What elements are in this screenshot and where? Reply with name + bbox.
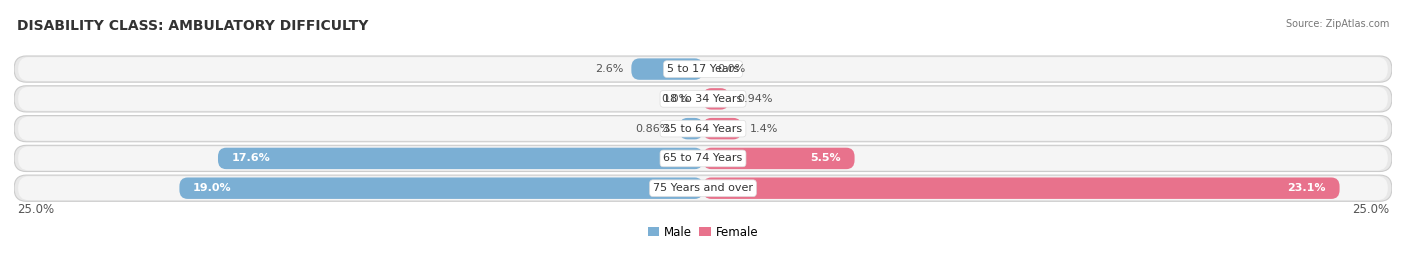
FancyBboxPatch shape [14,56,1392,82]
FancyBboxPatch shape [18,147,1388,170]
FancyBboxPatch shape [14,86,1392,112]
FancyBboxPatch shape [703,177,1340,199]
Text: 18 to 34 Years: 18 to 34 Years [664,94,742,104]
FancyBboxPatch shape [14,145,1392,172]
Text: 0.0%: 0.0% [661,94,689,104]
Text: 25.0%: 25.0% [17,203,53,215]
FancyBboxPatch shape [14,116,1392,142]
Text: 0.86%: 0.86% [636,124,671,134]
Text: 17.6%: 17.6% [232,153,270,163]
FancyBboxPatch shape [18,87,1388,111]
FancyBboxPatch shape [679,118,703,139]
Text: DISABILITY CLASS: AMBULATORY DIFFICULTY: DISABILITY CLASS: AMBULATORY DIFFICULTY [17,19,368,33]
FancyBboxPatch shape [218,148,703,169]
Text: 5.5%: 5.5% [810,153,841,163]
FancyBboxPatch shape [703,148,855,169]
Text: 0.0%: 0.0% [717,64,745,74]
Text: Source: ZipAtlas.com: Source: ZipAtlas.com [1285,19,1389,29]
FancyBboxPatch shape [18,57,1388,81]
FancyBboxPatch shape [14,175,1392,201]
Text: 65 to 74 Years: 65 to 74 Years [664,153,742,163]
Text: 23.1%: 23.1% [1288,183,1326,193]
Text: 5 to 17 Years: 5 to 17 Years [666,64,740,74]
Text: 2.6%: 2.6% [595,64,623,74]
Text: 0.94%: 0.94% [737,94,773,104]
Text: 19.0%: 19.0% [193,183,232,193]
Text: 1.4%: 1.4% [749,124,779,134]
FancyBboxPatch shape [18,176,1388,200]
FancyBboxPatch shape [703,118,741,139]
FancyBboxPatch shape [631,58,703,80]
Text: 75 Years and over: 75 Years and over [652,183,754,193]
Text: 35 to 64 Years: 35 to 64 Years [664,124,742,134]
FancyBboxPatch shape [703,88,728,110]
Legend: Male, Female: Male, Female [648,225,758,239]
FancyBboxPatch shape [18,117,1388,140]
Text: 25.0%: 25.0% [1353,203,1389,215]
FancyBboxPatch shape [180,177,703,199]
